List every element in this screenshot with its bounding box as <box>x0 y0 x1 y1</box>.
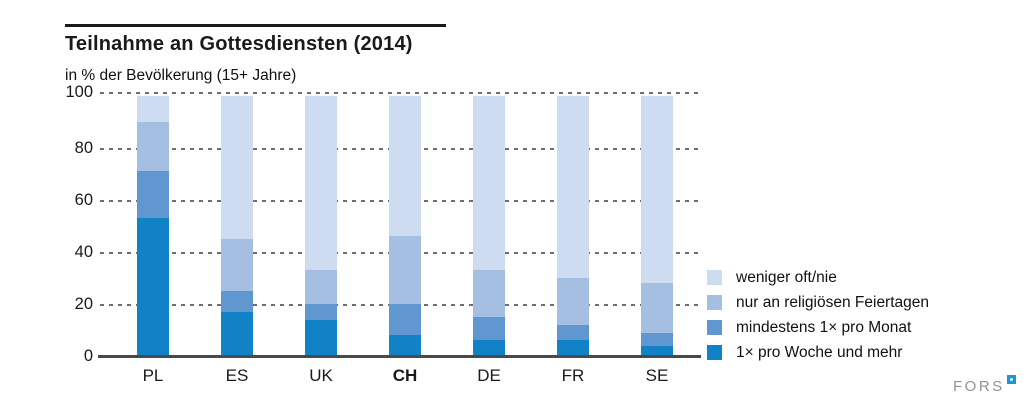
bar-segment <box>473 340 505 356</box>
title-rule <box>65 24 446 27</box>
y-tick-label-100: 100 <box>65 83 93 101</box>
fors-logo: FORS <box>953 375 1016 395</box>
bar-segment <box>557 340 589 356</box>
bar-segment <box>389 304 421 336</box>
y-tick-label-80: 80 <box>74 139 93 157</box>
legend-label: 1× pro Woche und mehr <box>736 344 903 361</box>
legend-item: nur an religiösen Feiertagen <box>707 295 929 310</box>
fors-logo-text: FORS <box>953 378 1005 395</box>
x-label-DE: DE <box>477 366 501 385</box>
bar-segment <box>389 335 421 356</box>
bar-segment <box>389 96 421 237</box>
bar-segment <box>557 96 589 279</box>
plot-area <box>100 92 700 356</box>
bar-segment <box>221 96 253 240</box>
bar-segment <box>137 96 169 123</box>
x-label-ES: ES <box>225 366 249 385</box>
y-tick-label-60: 60 <box>74 191 93 209</box>
y-tick-label-40: 40 <box>74 243 93 261</box>
legend: weniger oft/nie nur an religiösen Feierta… <box>707 270 929 360</box>
bar-segment <box>389 236 421 305</box>
bar-segment <box>641 332 673 346</box>
bar-segment <box>305 96 337 271</box>
x-axis-line <box>98 355 701 358</box>
bar-SE <box>641 96 673 356</box>
chart-title: Teilnahme an Gottesdiensten (2014) <box>65 33 413 55</box>
y-tick-label-0: 0 <box>83 347 93 365</box>
fors-logo-dot <box>1010 378 1013 381</box>
bar-segment <box>221 291 253 312</box>
x-label-PL: PL <box>142 366 164 385</box>
legend-label: weniger oft/nie <box>736 269 837 286</box>
legend-item: 1× pro Woche und mehr <box>707 345 929 360</box>
bar-segment <box>473 317 505 341</box>
x-label-CH: CH <box>392 366 418 385</box>
bar-segment <box>305 319 337 356</box>
bar-segment <box>305 270 337 305</box>
bar-segment <box>473 270 505 318</box>
bar-ES <box>221 96 253 356</box>
bar-segment <box>305 304 337 320</box>
bar-CH <box>389 96 421 356</box>
bar-segment <box>473 96 505 271</box>
bar-FR <box>557 96 589 356</box>
bar-segment <box>557 324 589 341</box>
gridline-100 <box>100 92 700 94</box>
legend-item: weniger oft/nie <box>707 270 929 285</box>
bar-DE <box>473 96 505 356</box>
bar-segment <box>641 283 673 333</box>
fors-logo-mark-icon <box>1007 375 1016 384</box>
bar-segment <box>557 278 589 325</box>
bar-segment <box>641 345 673 356</box>
legend-label: nur an religiösen Feiertagen <box>736 294 930 311</box>
y-tick-label-20: 20 <box>74 295 93 313</box>
bar-segment <box>641 96 673 284</box>
bar-segment <box>221 239 253 292</box>
bar-PL <box>137 96 169 356</box>
bar-segment <box>221 311 253 356</box>
legend-item: mindestens 1× pro Monat <box>707 320 929 335</box>
bar-segment <box>137 218 169 356</box>
x-label-UK: UK <box>309 366 333 385</box>
bar-UK <box>305 96 337 356</box>
x-label-FR: FR <box>561 366 585 385</box>
legend-swatch-icon <box>707 295 722 310</box>
legend-swatch-icon <box>707 345 722 360</box>
legend-label: mindestens 1× pro Monat <box>736 319 912 336</box>
bar-segment <box>137 122 169 172</box>
legend-swatch-icon <box>707 270 722 285</box>
x-label-SE: SE <box>645 366 669 385</box>
legend-swatch-icon <box>707 320 722 335</box>
chart-subtitle: in % der Bevölkerung (15+ Jahre) <box>65 67 297 84</box>
bar-segment <box>137 171 169 219</box>
